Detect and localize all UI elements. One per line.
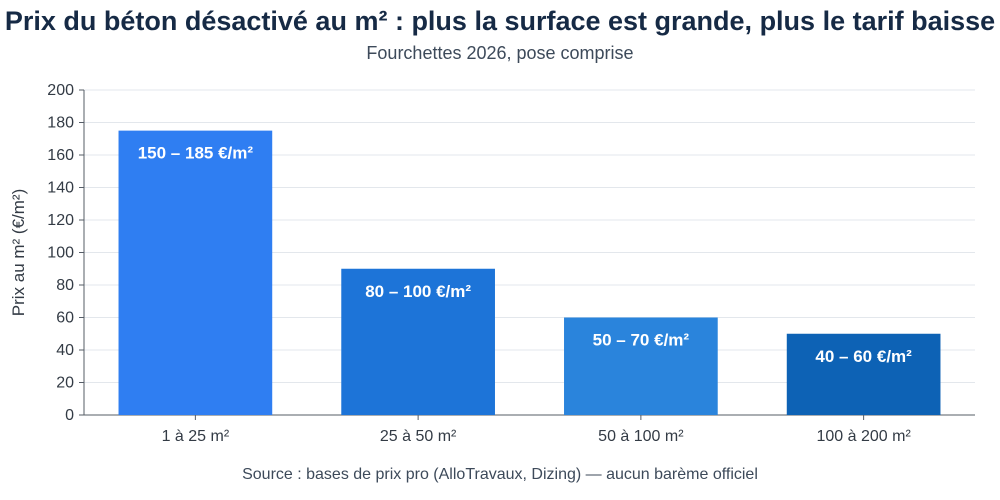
bar-data-label: 150 – 185 €/m² (138, 144, 254, 163)
x-tick-label: 50 à 100 m² (598, 428, 684, 445)
y-tick-label: 120 (47, 212, 74, 229)
bar-data-label: 80 – 100 €/m² (365, 282, 471, 301)
chart-title: Prix du béton désactivé au m² : plus la … (4, 6, 996, 36)
x-tick-label: 100 à 200 m² (816, 428, 911, 445)
y-tick-label: 80 (56, 277, 74, 294)
y-tick-label: 60 (56, 310, 74, 327)
chart-source: Source : bases de prix pro (AlloTravaux,… (242, 466, 758, 483)
bars: 150 – 185 €/m² 80 – 100 €/m² 50 – 70 €/m² 4… (118, 130, 941, 415)
bar (341, 268, 495, 415)
bar (118, 130, 273, 415)
y-tick-label: 20 (56, 375, 74, 392)
y-axis-ticks: 0 20 40 60 80 100 120 140 160 180 200 (47, 82, 84, 424)
x-axis-ticks: 1 à 25 m² 25 à 50 m² 50 à 100 m² 100 à 200 … (162, 415, 911, 445)
x-tick-label: 25 à 50 m² (380, 428, 457, 445)
y-tick-label: 200 (47, 82, 74, 99)
y-tick-label: 140 (47, 180, 74, 197)
y-tick-label: 180 (47, 115, 74, 132)
chart-subtitle: Fourchettes 2026, pose comprise (366, 43, 634, 63)
bar (564, 317, 718, 415)
y-tick-label: 160 (47, 147, 74, 164)
y-axis-label: Prix au m² (€/m²) (9, 189, 28, 317)
x-tick-label: 1 à 25 m² (162, 428, 230, 445)
bar (786, 333, 941, 415)
y-tick-label: 0 (65, 407, 74, 424)
y-tick-label: 100 (47, 245, 74, 262)
bar-data-label: 50 – 70 €/m² (593, 331, 690, 350)
y-tick-label: 40 (56, 342, 74, 359)
bar-data-label: 40 – 60 €/m² (815, 347, 912, 366)
